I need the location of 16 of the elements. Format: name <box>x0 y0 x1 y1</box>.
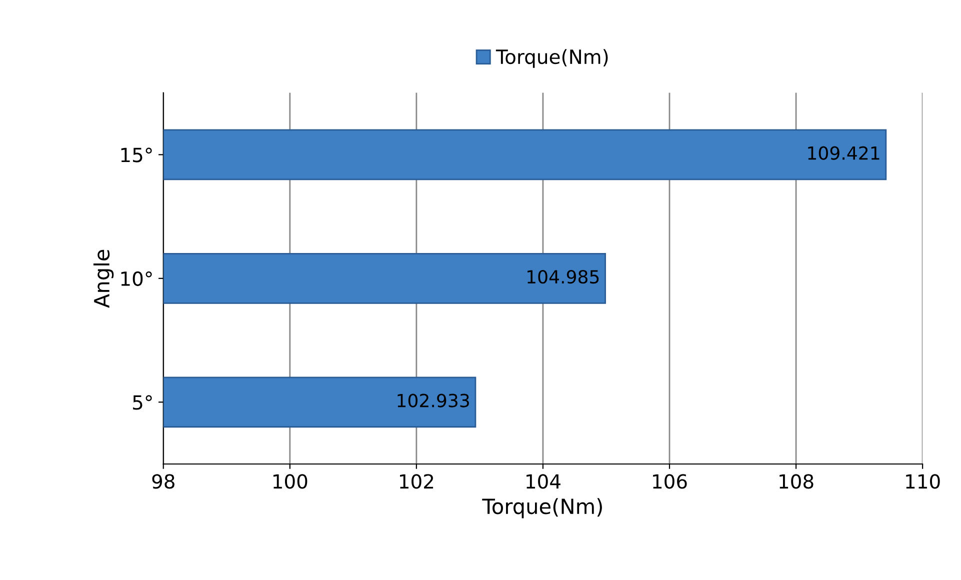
data-label: 109.421 <box>808 146 880 160</box>
x-tick-label: 106 <box>653 474 687 489</box>
x-tick-label: 100 <box>273 474 308 489</box>
y-tick-label: 10° <box>121 271 152 286</box>
x-tick-label: 108 <box>780 474 814 489</box>
y-tick-label: 5° <box>133 395 152 410</box>
y-axis-title: Angle <box>93 250 114 308</box>
data-label: 104.985 <box>528 270 599 284</box>
x-tick-label: 102 <box>400 474 434 489</box>
x-tick-label: 98 <box>152 474 174 489</box>
data-label: 102.933 <box>398 394 469 408</box>
legend-label: Torque(Nm) <box>496 49 608 68</box>
x-axis-title: Torque(Nm) <box>482 498 602 518</box>
y-tick-label: 15° <box>121 148 152 162</box>
x-tick-label: 104 <box>526 474 560 489</box>
x-tick-label: 110 <box>906 474 940 489</box>
